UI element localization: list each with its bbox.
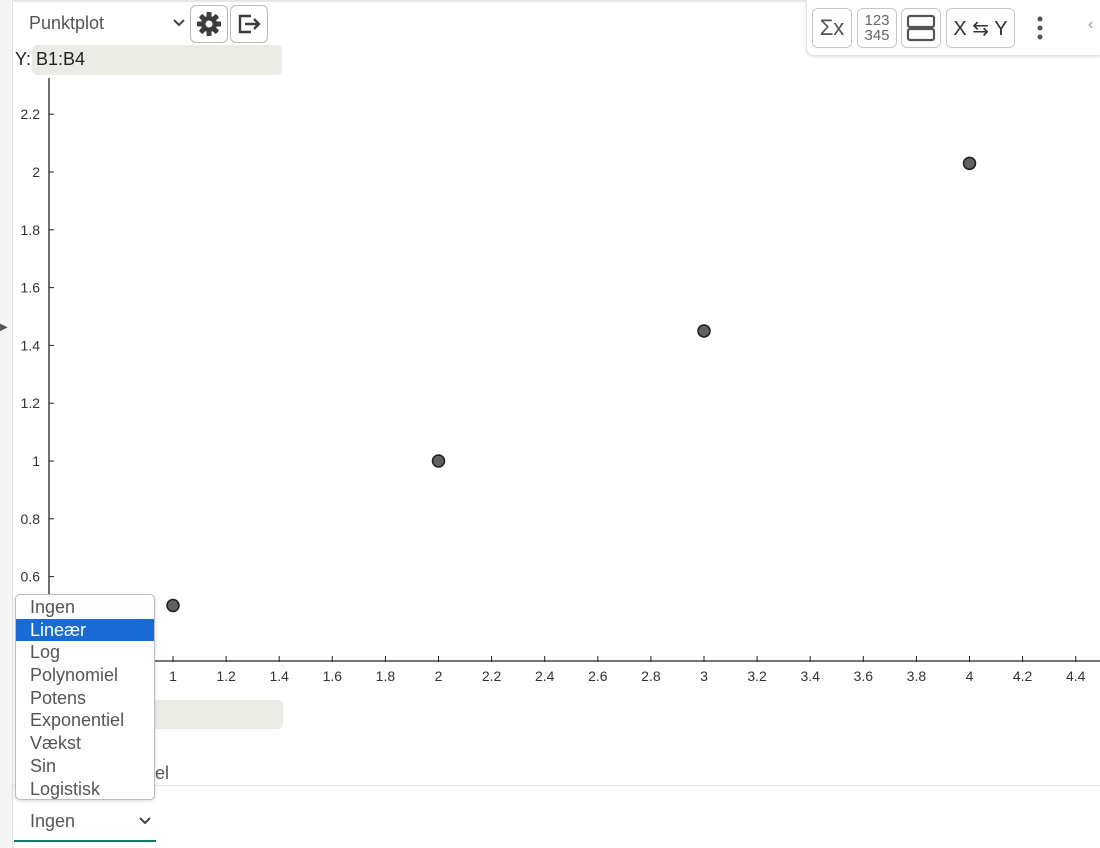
x-tick-label: 2.8 <box>641 668 661 684</box>
y-tick-label: 2.2 <box>21 106 41 122</box>
data-point <box>166 598 180 613</box>
y-range-label: Y: <box>15 49 32 69</box>
regression-option-ingen[interactable]: Ingen <box>30 597 76 617</box>
y-range-field[interactable] <box>32 45 282 75</box>
x-tick-label: 1.2 <box>216 668 236 684</box>
swap-xy-button[interactable]: X ⇆ Y <box>946 8 1015 48</box>
x-tick-label: 2 <box>435 668 443 684</box>
data-table-button[interactable]: 123 345 <box>857 8 897 48</box>
sigma-icon: Σx <box>819 15 845 40</box>
y-tick-label: 0.8 <box>21 511 41 527</box>
regression-selected-value: Ingen <box>30 810 76 831</box>
plot-type-select[interactable]: Punktplot <box>16 6 188 40</box>
x-tick-label: 4.2 <box>1013 668 1033 684</box>
y-tick-label: 1.4 <box>21 337 41 353</box>
top-border <box>12 0 1100 2</box>
x-tick-label: 1.6 <box>323 668 343 684</box>
numbers-icon-bottom: 345 <box>864 27 890 44</box>
more-options-icon[interactable] <box>1030 14 1050 42</box>
swap-xy-label: X ⇆ Y <box>953 17 1008 40</box>
collapse-arrow-icon[interactable]: ▶ <box>0 322 8 333</box>
lower-input-field[interactable] <box>135 700 283 729</box>
y-tick-label: 0.6 <box>21 569 41 585</box>
x-tick-label: 3.6 <box>854 668 874 684</box>
left-panel-edge <box>0 0 13 848</box>
gear-icon <box>197 12 221 36</box>
regression-option-polynomiel[interactable]: Polynomiel <box>30 665 119 686</box>
regression-option-logistisk[interactable]: Logistisk <box>30 778 101 799</box>
split-view-icon <box>906 14 936 42</box>
x-tick-label: 1 <box>169 668 177 684</box>
data-point <box>431 454 446 468</box>
y-tick-label: 1.6 <box>21 280 41 296</box>
x-tick-label: 1.4 <box>269 668 289 684</box>
x-tick-label: 2.4 <box>535 668 555 684</box>
y-range-value: B1:B4 <box>36 49 86 69</box>
regression-option-linear[interactable]: Lineær <box>16 618 154 642</box>
y-tick-label: 1 <box>32 453 40 469</box>
settings-button[interactable] <box>190 5 228 43</box>
regression-option-exponentiel[interactable]: Exponentiel <box>30 710 125 731</box>
x-tick-label: 2.6 <box>588 668 608 684</box>
regression-option-potens[interactable]: Potens <box>30 687 87 708</box>
statistics-button[interactable]: Σx <box>812 8 852 48</box>
x-tick-label: 3.8 <box>907 668 927 684</box>
chevron-left-icon[interactable]: ‹ <box>1088 16 1094 33</box>
data-point <box>697 324 711 338</box>
split-view-button[interactable] <box>901 8 941 48</box>
y-tick-label: 2 <box>32 164 40 180</box>
x-tick-label: 1.8 <box>376 668 396 684</box>
regression-option-log[interactable]: Log <box>30 642 61 663</box>
y-tick-label: 1.8 <box>21 222 41 238</box>
export-icon <box>238 14 261 34</box>
export-button[interactable] <box>230 5 268 43</box>
x-tick-label: 4 <box>966 668 974 684</box>
regression-option-sin[interactable]: Sin <box>30 755 57 776</box>
numbers-icon-top: 123 <box>864 12 890 29</box>
regression-dropdown-list: Ingen Lineær Log Polynomiel Potens Expon… <box>15 594 155 800</box>
x-tick-label: 2.2 <box>482 668 502 684</box>
x-tick-label: 4.4 <box>1066 668 1086 684</box>
x-tick-label: 3.2 <box>747 668 767 684</box>
x-tick-label: 3.4 <box>800 668 820 684</box>
chevron-down-icon <box>139 817 151 825</box>
regression-option-vaekst[interactable]: Vækst <box>30 733 82 754</box>
regression-label-partial: el <box>155 763 170 783</box>
regression-select[interactable]: Ingen <box>14 802 156 842</box>
data-point <box>962 156 977 171</box>
y-tick-label: 1.2 <box>21 395 41 411</box>
plot-type-value: Punktplot <box>29 12 105 33</box>
bottom-divider <box>12 785 1100 786</box>
x-tick-label: 3 <box>700 668 708 684</box>
chevron-down-icon <box>173 19 185 27</box>
